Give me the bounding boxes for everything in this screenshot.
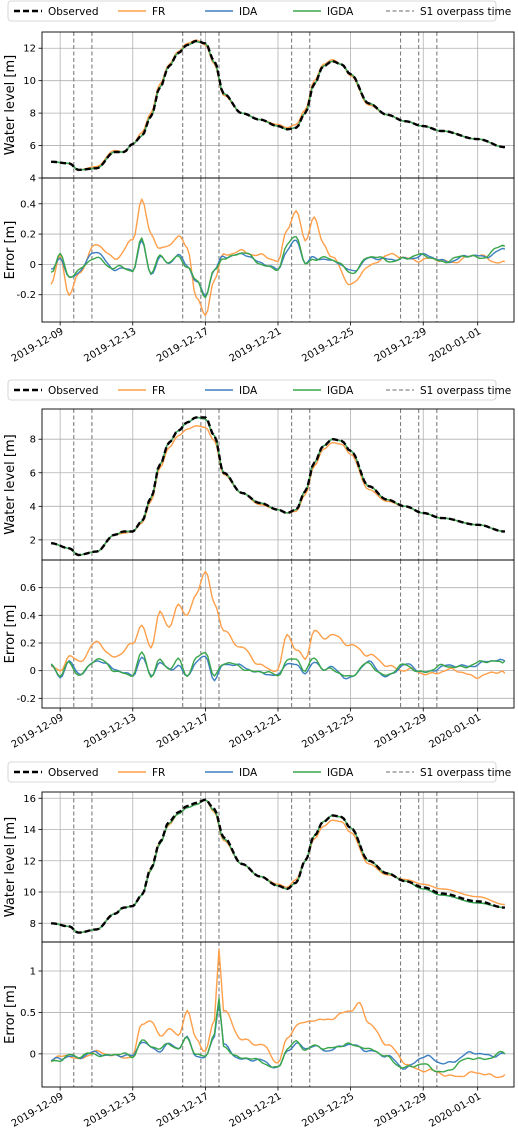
y-tick-label: 12	[23, 856, 36, 867]
x-tick-label: 2019-12-17	[155, 326, 211, 365]
chart-panel-middle: Observed FR IDA IGDA S1 overpass time 2 4 6 8 Wat…	[3, 379, 515, 751]
y-tick-label: 0.5	[20, 1008, 36, 1019]
y-tick-label: 6	[30, 141, 36, 152]
x-tick-label: 2019-12-21	[228, 1091, 284, 1128]
y-tick-label: 8	[30, 435, 36, 446]
y-tick-label: 12	[23, 44, 36, 55]
series-line-observed	[51, 39, 506, 172]
chart-panel-top: Observed FR IDA IGDA S1 overpass time 4 6 8 10 12…	[3, 0, 515, 365]
legend-label: Observed	[48, 767, 99, 779]
x-tick-label: 2019-12-09	[10, 326, 66, 365]
x-tick-label: 2019-12-21	[228, 326, 284, 365]
x-tick-label: 2019-12-29	[373, 326, 429, 365]
error-axis-title: Error [m]	[3, 605, 18, 664]
y-tick-label: 10	[23, 888, 36, 899]
legend: Observed FR IDA IGDA S1 overpass time	[7, 761, 511, 783]
y-tick-label: 0.6	[20, 583, 36, 594]
legend-label: IGDA	[327, 6, 354, 18]
water-level-axis-title: Water level [m]	[3, 817, 18, 917]
x-tick-label: 2019-12-13	[82, 712, 138, 751]
series-line-igda	[50, 236, 506, 299]
legend-label: S1 overpass time	[420, 767, 511, 779]
series-line-igda	[51, 799, 505, 934]
legend-frame	[7, 761, 497, 783]
legend-label: S1 overpass time	[420, 6, 511, 18]
error-axis-title: Error [m]	[3, 221, 18, 280]
legend-label: FR	[152, 6, 165, 18]
y-tick-label: 0.4	[20, 199, 36, 210]
legend-label: Observed	[48, 6, 99, 18]
y-tick-label: 0	[30, 260, 36, 271]
x-tick-label: 2020-01-01	[427, 1091, 483, 1128]
x-tick-label: 2019-12-25	[300, 1091, 356, 1128]
legend-label: FR	[152, 767, 165, 779]
x-tick-label: 2020-01-01	[427, 712, 483, 751]
x-tick-label: 2019-12-25	[300, 326, 356, 365]
x-tick-label: 2019-12-17	[155, 1091, 211, 1128]
legend-label: IDA	[239, 6, 258, 18]
y-tick-label: 4	[30, 502, 36, 513]
y-tick-label: 2	[30, 535, 36, 546]
y-tick-label: 8	[30, 109, 36, 120]
x-tick-label: 2019-12-29	[373, 1091, 429, 1128]
y-tick-label: 0.4	[20, 611, 36, 622]
y-tick-label: 16	[23, 794, 36, 805]
x-tick-label: 2019-12-13	[82, 1091, 138, 1128]
y-tick-label: 0	[30, 1049, 36, 1060]
x-tick-label: 2019-12-17	[155, 712, 211, 751]
series-line-igda	[50, 651, 506, 678]
y-tick-label: 4	[30, 174, 36, 185]
x-tick-label: 2020-01-01	[427, 326, 483, 365]
y-tick-label: 6	[30, 468, 36, 479]
legend-frame	[7, 379, 497, 401]
legend-label: IGDA	[327, 767, 354, 779]
series-line-fr	[50, 948, 506, 1079]
error-axis-title: Error [m]	[3, 985, 18, 1044]
series-line-igda	[51, 416, 505, 556]
legend: Observed FR IDA IGDA S1 overpass time	[7, 0, 511, 22]
x-tick-label: 2019-12-29	[373, 712, 429, 751]
y-tick-label: 0.2	[20, 230, 36, 241]
legend-label: IGDA	[327, 385, 354, 397]
y-tick-label: 10	[23, 76, 36, 87]
series-line-observed	[51, 798, 505, 934]
water-level-axes: 4 6 8 10 12 Water level [m]	[3, 31, 515, 185]
y-tick-label: -0.2	[16, 290, 36, 301]
chart-panel-bottom: Observed FR IDA IGDA S1 overpass time8101214…	[3, 761, 515, 1128]
x-tick-label: 2019-12-09	[10, 1091, 66, 1128]
y-tick-label: 14	[23, 825, 36, 836]
legend-label: S1 overpass time	[420, 385, 511, 397]
y-tick-label: 1	[30, 967, 36, 978]
x-tick-label: 2019-12-25	[300, 712, 356, 751]
legend-label: FR	[152, 385, 165, 397]
y-tick-label: 8	[30, 919, 36, 930]
water-level-axis-title: Water level [m]	[3, 434, 18, 534]
series-line-igda	[51, 997, 506, 1073]
legend-label: IDA	[239, 385, 258, 397]
y-tick-label: 0.2	[20, 638, 36, 649]
series-line-fr	[50, 570, 506, 680]
water-level-axes: 2 4 6 8 Water level [m]	[3, 408, 515, 561]
y-tick-label: 0	[30, 666, 36, 677]
x-tick-label: 2019-12-21	[228, 712, 284, 751]
legend-label: Observed	[48, 385, 99, 397]
x-tick-label: 2019-12-13	[82, 326, 138, 365]
error-axes: 0 0.5 1 Error [m] 2019-12-09 2019-12-13 2019-1…	[3, 941, 515, 1128]
legend-label: IDA	[239, 767, 258, 779]
water-level-axes: 8 10 12 14 16 Water level [m]	[3, 791, 515, 943]
legend: Observed FR IDA IGDA S1 overpass time	[7, 379, 511, 401]
x-tick-label: 2019-12-09	[10, 712, 66, 751]
legend-frame	[7, 0, 497, 22]
y-tick-label: -0.2	[16, 694, 36, 705]
water-level-axis-title: Water level [m]	[3, 55, 18, 155]
